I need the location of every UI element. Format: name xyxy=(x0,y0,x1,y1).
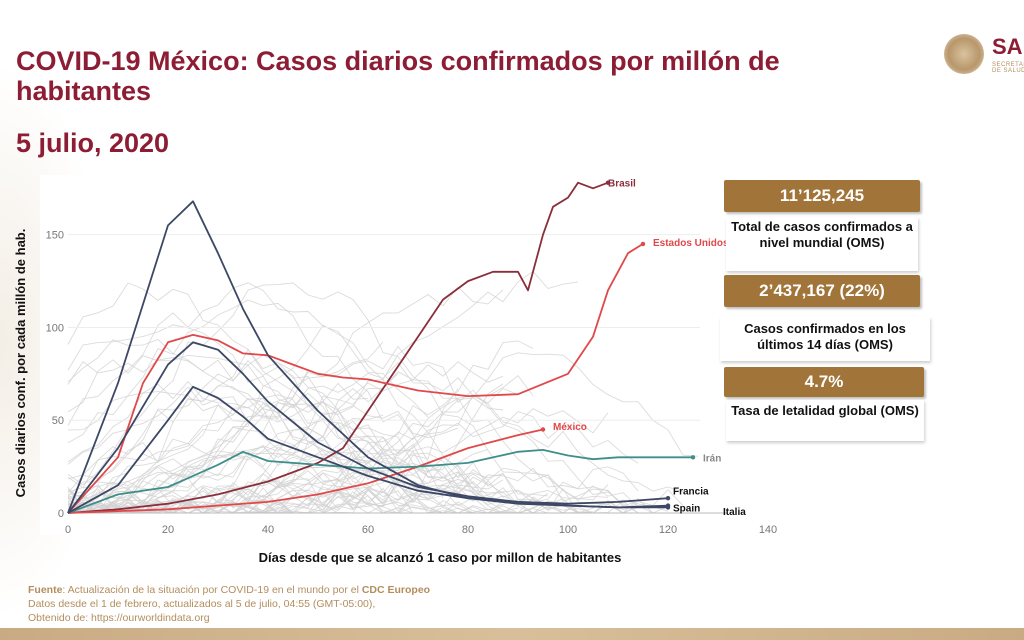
x-tick-label: 0 xyxy=(65,524,71,536)
source-url: Obtenido de: https://ourworldindata.org xyxy=(28,612,210,624)
background-country-line xyxy=(67,324,489,511)
background-country-line xyxy=(67,352,699,514)
y-axis-label: Casos diarios conf. por cada millón de h… xyxy=(13,229,28,498)
series-label: Spain xyxy=(673,503,700,514)
x-axis-label: Días desde que se alcanzó 1 caso por mil… xyxy=(259,550,622,565)
logo-text: SA xyxy=(992,34,1023,59)
y-tick-label: 50 xyxy=(52,415,64,427)
series-lines xyxy=(67,180,696,514)
source-label: Fuente xyxy=(28,584,63,596)
background-country-line xyxy=(67,361,504,507)
background-country-line xyxy=(67,345,639,514)
y-tick-label: 100 xyxy=(46,322,64,334)
background-country-line xyxy=(67,282,429,426)
background-country-line xyxy=(67,282,474,514)
source-org: CDC Europeo xyxy=(361,584,431,596)
background-country-line xyxy=(67,373,399,514)
series-label: Irán xyxy=(703,453,721,464)
series-line-francia xyxy=(67,385,669,514)
lethality-rate-value: 4.7% xyxy=(724,367,924,397)
logo-subtext: SECRETARÍA DE SALUD xyxy=(992,62,1024,74)
series-label: Italia xyxy=(723,507,746,518)
axes: Casos diarios conf. por cada millón de h… xyxy=(13,229,777,565)
y-tick-label: 150 xyxy=(46,230,64,242)
source-text: : Actualización de la situación por COVI… xyxy=(62,584,362,596)
background-country-line xyxy=(67,398,654,514)
last-14-days-label: Casos confirmados en los últimos 14 días… xyxy=(720,317,930,361)
series-endpoint xyxy=(665,495,671,501)
series-line-méxico xyxy=(67,428,544,514)
background-country-line xyxy=(67,485,639,514)
background-country-line xyxy=(67,299,549,504)
series-endpoint xyxy=(640,241,646,247)
x-tick-label: 20 xyxy=(162,524,174,536)
series-line-irán xyxy=(67,449,693,514)
source-footer: Fuente: Actualización de la situación po… xyxy=(28,583,430,625)
background-country-line xyxy=(67,382,369,514)
series-endpoint xyxy=(540,427,546,432)
background-country-line xyxy=(67,403,459,489)
background-country-line xyxy=(67,341,384,508)
x-tick-label: 140 xyxy=(759,524,777,536)
series-labels: Brasil Estados Unidos México Irán Francia Spa… xyxy=(553,179,746,518)
series-line-brasil xyxy=(67,181,609,514)
seal-icon xyxy=(944,34,984,74)
series-label: Brasil xyxy=(608,179,636,190)
background-country-line xyxy=(67,282,609,500)
series-endpoint xyxy=(690,455,696,460)
salud-logo: SA SECRETARÍA DE SALUD xyxy=(944,30,1024,80)
background-country-line xyxy=(67,270,579,514)
series-endpoint xyxy=(605,180,611,185)
world-total-label: Total de casos confirmados a nivel mundi… xyxy=(726,217,918,271)
x-tick-label: 80 xyxy=(462,524,474,536)
x-tick-label: 60 xyxy=(362,524,374,536)
series-label: Estados Unidos xyxy=(653,238,729,249)
source-dates: Datos desde el 1 de febrero, actualizado… xyxy=(28,598,376,610)
y-tick-label: 0 xyxy=(58,508,64,520)
series-endpoint xyxy=(665,505,671,510)
page-title: COVID-19 México: Casos diarios confirmad… xyxy=(16,46,780,106)
bottom-band xyxy=(0,628,1024,640)
x-tick-label: 100 xyxy=(559,524,577,536)
series-label: Francia xyxy=(673,487,709,498)
background-country-line xyxy=(67,354,489,496)
background-country-line xyxy=(67,386,579,514)
series-label: México xyxy=(553,422,587,433)
x-tick-label: 40 xyxy=(262,524,274,536)
series-line-estados-unidos xyxy=(67,243,644,514)
last-14-days-value: 2’437,167 (22%) xyxy=(724,275,920,307)
series-line-italia xyxy=(67,341,668,514)
page-date: 5 julio, 2020 xyxy=(16,128,170,158)
world-total-value: 11’125,245 xyxy=(724,180,920,212)
lethality-rate-label: Tasa de letalidad global (OMS) xyxy=(726,400,924,441)
x-tick-label: 120 xyxy=(659,524,677,536)
